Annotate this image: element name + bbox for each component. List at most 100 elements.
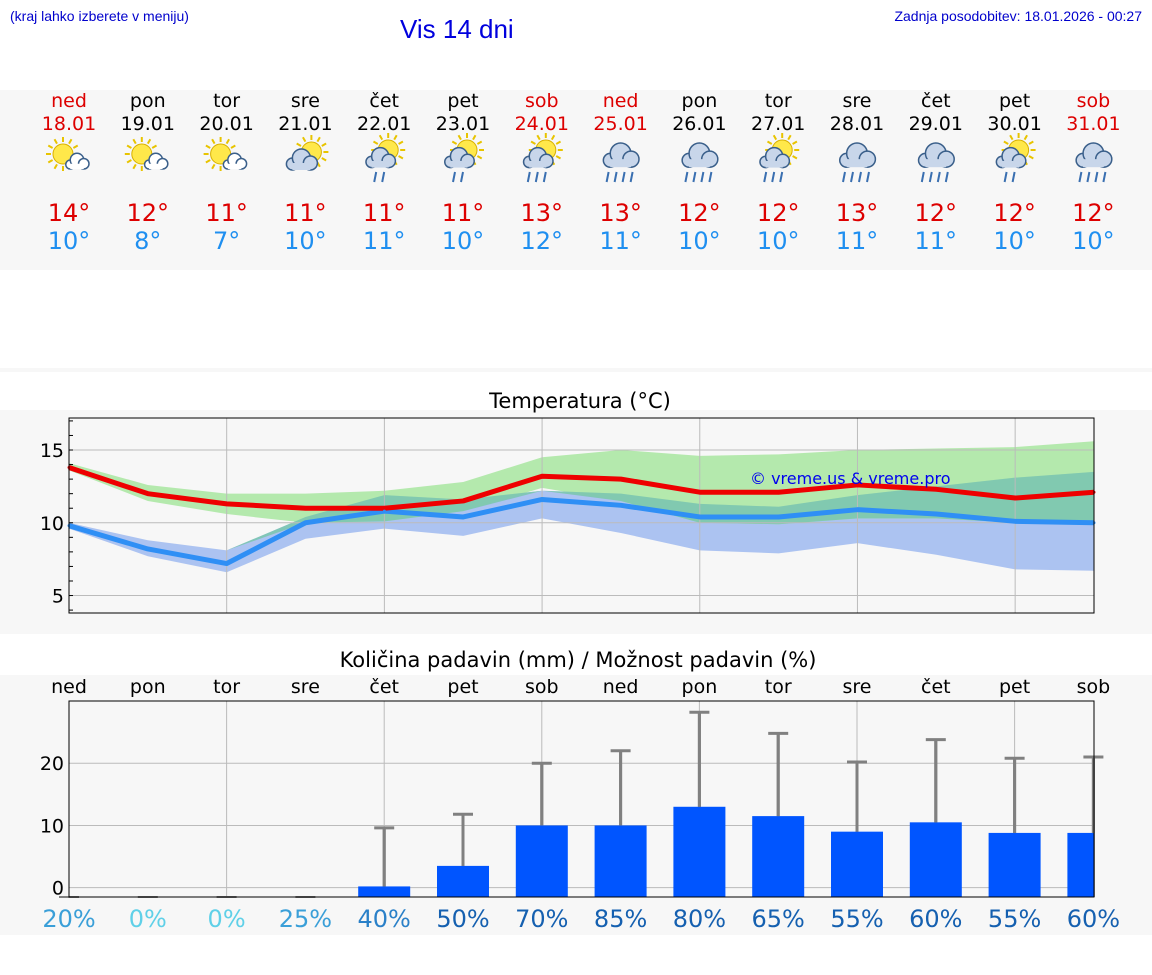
sun-cloud-rain-icon [444, 133, 484, 183]
sun-ray [457, 134, 462, 141]
sun-ray [321, 157, 327, 162]
cloud-shape [602, 142, 640, 168]
sun-ray [68, 138, 73, 145]
sun-ray [211, 163, 216, 170]
precip-day-label: sre [843, 676, 872, 698]
sun-ray [772, 134, 778, 141]
cloud-base [925, 159, 947, 168]
precip-day-label: sre [291, 676, 320, 698]
day-date: 31.01 [1066, 113, 1120, 135]
rain-drop [771, 171, 776, 183]
cloud-base [529, 160, 547, 168]
temp-max: 13° [836, 199, 879, 227]
sun-ray [132, 163, 137, 170]
sun-ray [230, 144, 236, 149]
temp-max: 11° [284, 199, 327, 227]
day-date: 24.01 [515, 113, 569, 135]
temp-max: 12° [993, 199, 1036, 227]
temp-max: 11° [363, 199, 406, 227]
sun-ray [53, 163, 58, 170]
sun-ray [378, 134, 384, 141]
max-temp-point [304, 506, 308, 510]
min-temp-point [540, 497, 544, 501]
rain-drop [542, 171, 547, 183]
day-name: čet [921, 90, 951, 112]
sun-ray [398, 140, 404, 145]
rain-drop [842, 171, 846, 183]
day-name: sre [843, 90, 872, 112]
rain-drop [763, 171, 768, 183]
temp-min: 10° [1072, 227, 1115, 255]
min-temp-point [304, 521, 308, 525]
cloud-shape [917, 142, 955, 168]
sun-ray [555, 140, 562, 145]
sun-ray [151, 144, 158, 149]
max-temp-point [698, 490, 702, 494]
precip-day-label: čet [369, 676, 399, 698]
day-date: 20.01 [199, 113, 253, 135]
sun-ray [126, 159, 132, 164]
temp-min: 12° [521, 227, 564, 255]
rain-drop [526, 171, 531, 183]
cloud-shape [285, 148, 319, 171]
sun-ray [766, 140, 773, 145]
cloud-base [371, 160, 389, 168]
day-date: 26.01 [672, 113, 726, 135]
cloud-shape [522, 146, 554, 169]
precip-day-label: čet [921, 676, 951, 698]
sun-ray [225, 138, 230, 145]
temp-min: 11° [363, 227, 406, 255]
precip-day-label: pet [999, 676, 1030, 698]
min-temp-point [382, 509, 386, 513]
sun-ray [47, 159, 54, 164]
precip-day-label: pon [130, 676, 166, 698]
temp-max: 12° [127, 199, 170, 227]
max-temp-point [225, 502, 229, 506]
sun-ray [792, 140, 798, 145]
sun-ray [321, 142, 327, 147]
sun-ray [72, 144, 79, 149]
sun-ray [530, 140, 536, 145]
sun-cloud-heavy-rain-icon [759, 133, 800, 183]
day-name: pet [447, 90, 478, 112]
rain-drop [936, 171, 941, 183]
cloud-base [1083, 159, 1104, 168]
sun-ray [1003, 140, 1009, 145]
cloud-base [689, 159, 710, 168]
precip-bar [437, 865, 489, 897]
copyright-watermark: © vreme.us & vreme.pro [750, 469, 951, 488]
rain-drop [928, 171, 933, 183]
temp-y-tick-label: 15 [40, 440, 64, 462]
precip-chance: 55% [988, 905, 1041, 933]
temp-max: 12° [1072, 199, 1115, 227]
cloud-shape [365, 146, 397, 169]
location-hint[interactable]: (kraj lahko izberete v meniju) [10, 8, 189, 24]
temp-y-tick-label: 10 [40, 513, 64, 535]
cloud-rain-icon [1075, 142, 1113, 183]
day-date: 19.01 [121, 113, 175, 135]
temp-min: 10° [678, 227, 721, 255]
precip-bar [988, 832, 1041, 897]
sun-ray [792, 155, 798, 160]
divider [0, 368, 1152, 372]
forecast-panel [0, 90, 1152, 270]
rain-drop [684, 171, 689, 183]
sun-ray [53, 138, 58, 145]
temp-min: 8° [134, 227, 161, 255]
rain-drop [613, 171, 618, 183]
temp-max: 13° [599, 199, 642, 227]
page-title: Vis 14 dni [400, 14, 514, 44]
rain-drop [708, 171, 713, 183]
min-temp-point [1013, 519, 1017, 523]
sun-ray [1028, 155, 1034, 160]
precip-plot-frame [68, 700, 1095, 898]
rain-drop [1086, 171, 1091, 183]
cloud-base [610, 159, 631, 168]
precip-bar [358, 886, 411, 897]
max-temp-point [461, 499, 465, 503]
precip-chance: 40% [358, 905, 411, 933]
rain-drop [452, 171, 456, 183]
rain-drop [381, 171, 386, 183]
day-name: pet [999, 90, 1030, 112]
